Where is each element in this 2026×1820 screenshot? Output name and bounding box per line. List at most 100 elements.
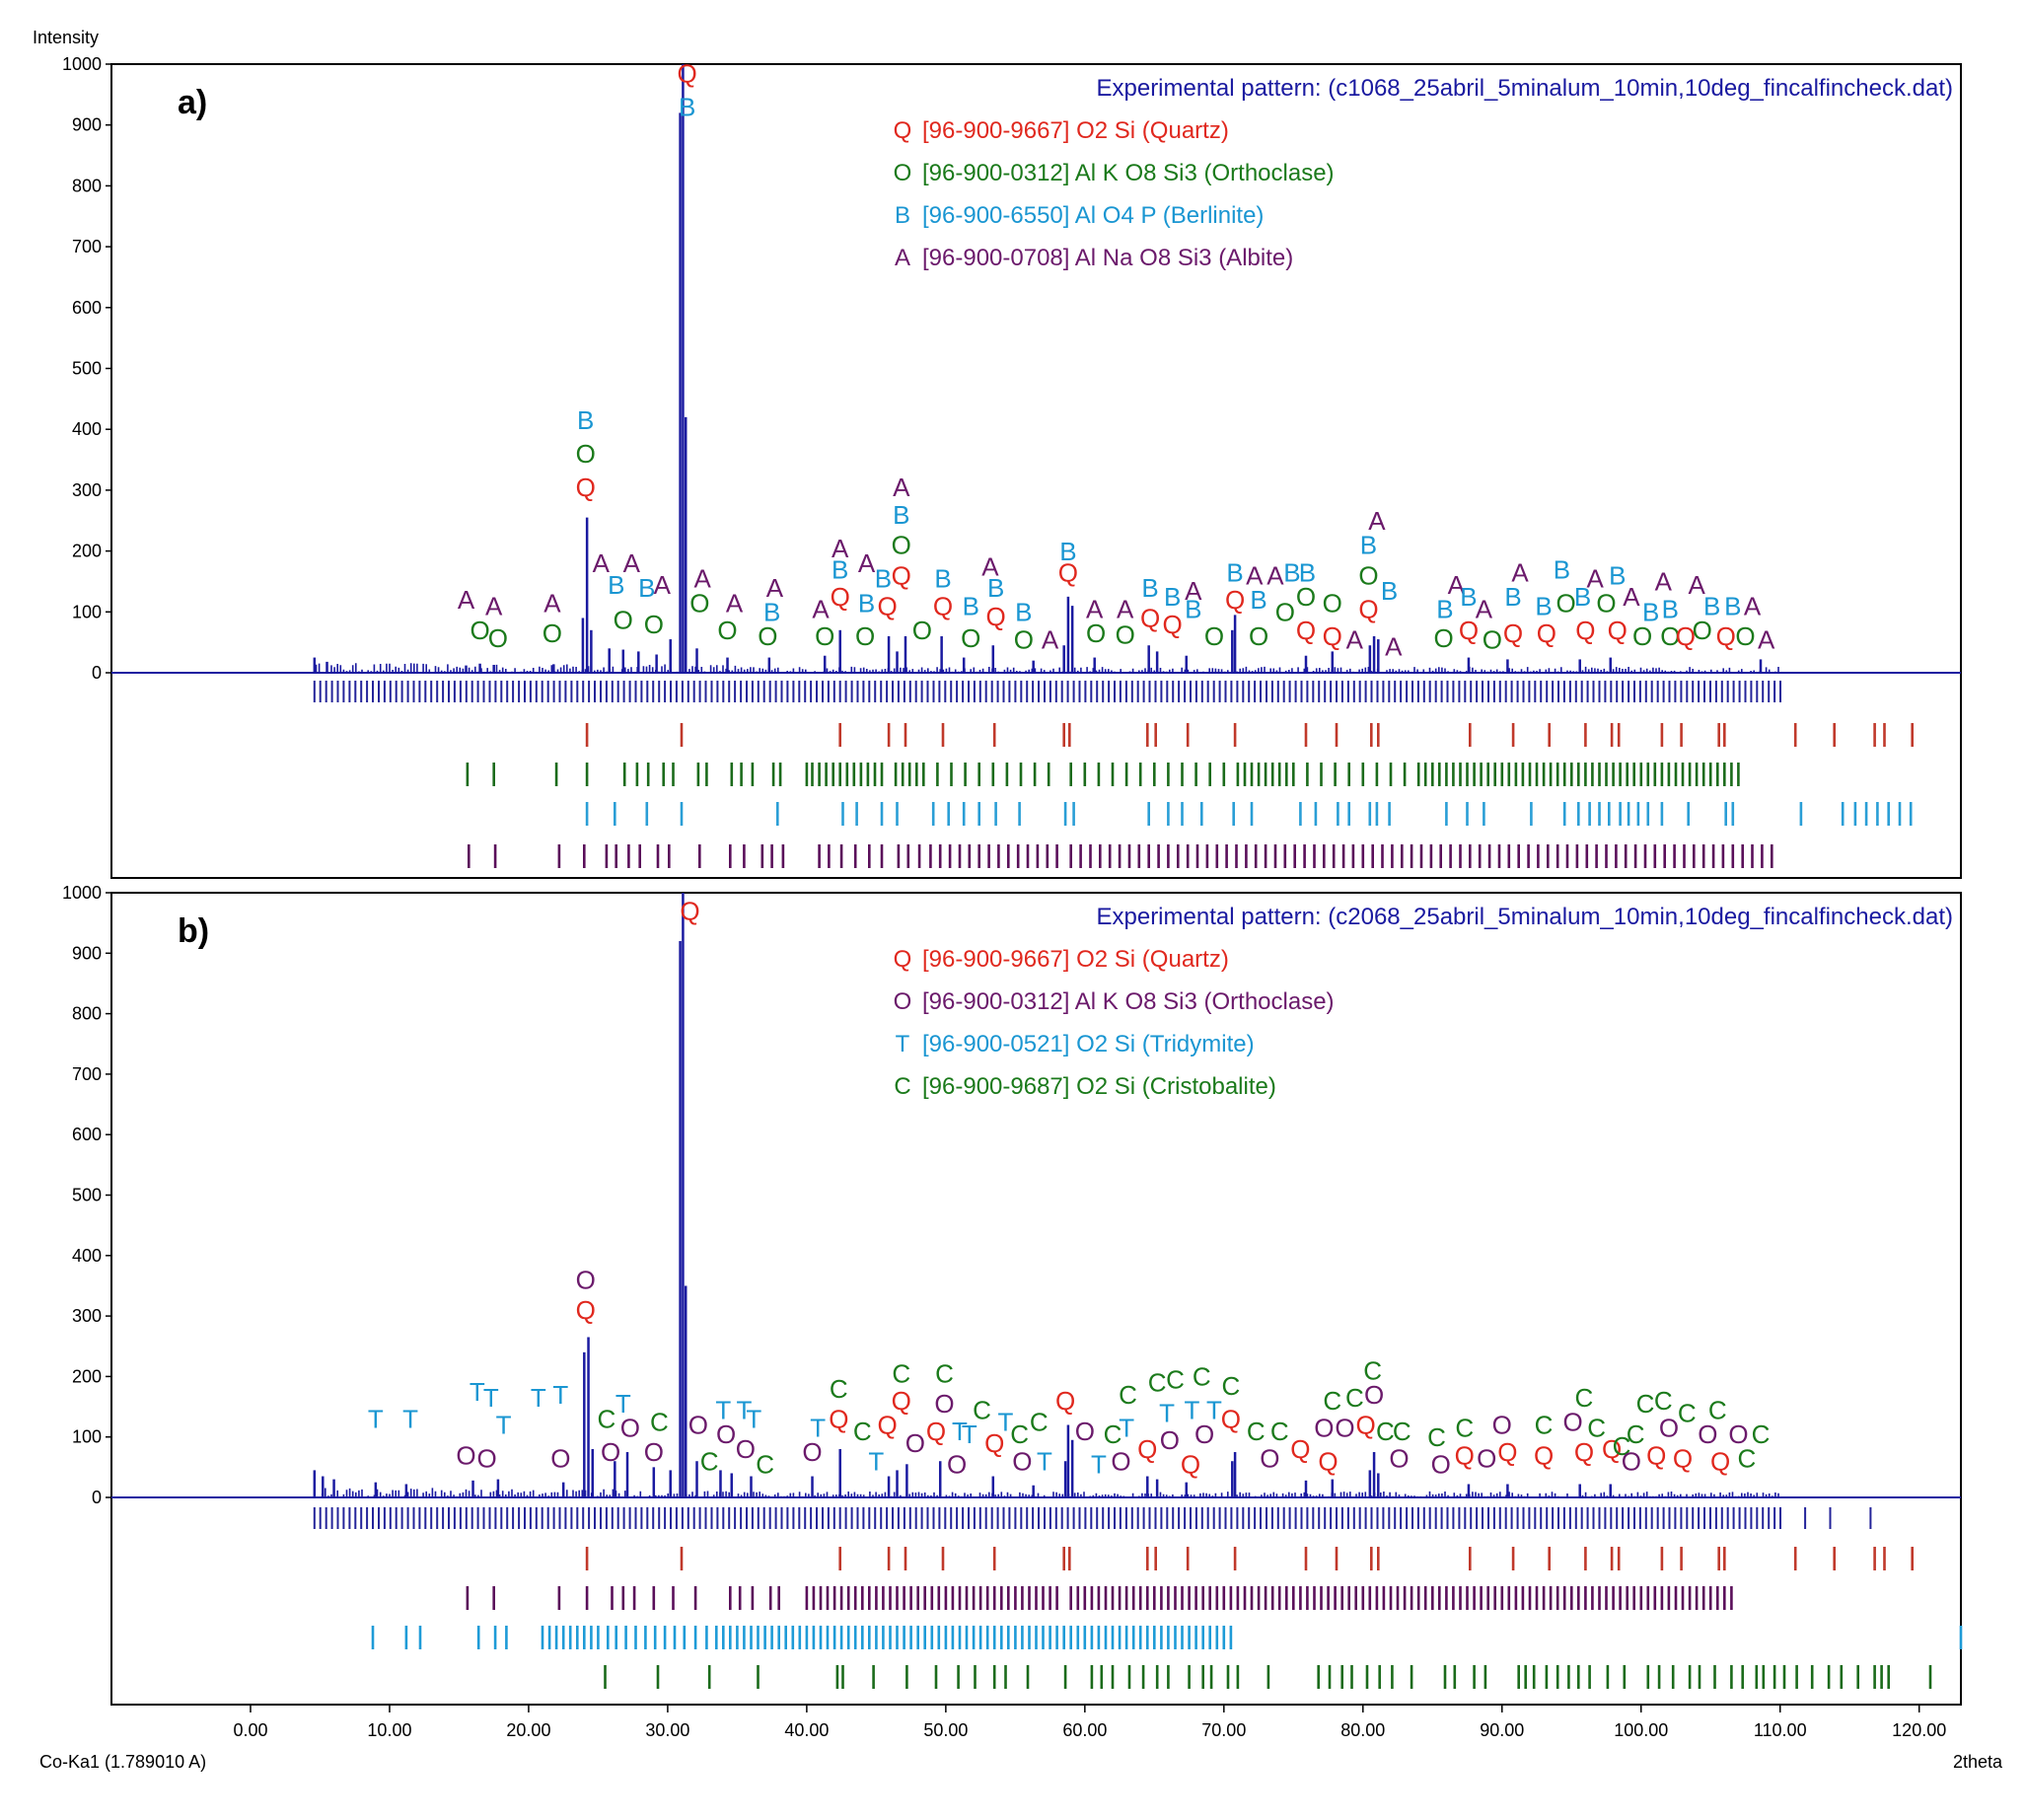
peak-label: O xyxy=(736,1434,756,1464)
reference-ticks-phase xyxy=(585,723,1914,747)
peak-label: C xyxy=(1678,1398,1697,1427)
peak-label: B xyxy=(963,591,979,620)
peak-label: A xyxy=(654,570,672,600)
reference-ticks-phase xyxy=(585,802,1913,826)
peak-label: A xyxy=(593,548,611,578)
peak-label: O xyxy=(961,623,980,653)
peak-label: T xyxy=(470,1377,485,1407)
peak-label: C xyxy=(1030,1408,1049,1437)
peak-label: A xyxy=(1346,624,1364,654)
y-tick-label: 0 xyxy=(92,663,102,683)
y-tick-label: 600 xyxy=(72,1125,102,1144)
peak-label: T xyxy=(1037,1446,1052,1476)
peak-label: O xyxy=(550,1443,570,1473)
peak-label: A xyxy=(1117,594,1134,623)
peak-label: A xyxy=(1688,570,1705,600)
peak-label: C xyxy=(1166,1365,1185,1395)
peak-label: B xyxy=(1141,573,1158,603)
peak-label: C xyxy=(1627,1420,1645,1449)
peak-label: C xyxy=(1427,1422,1446,1452)
peak-label: O xyxy=(1314,1414,1334,1443)
plot-frame xyxy=(110,892,1962,1706)
plot-frame xyxy=(110,63,1962,879)
peak-label: B xyxy=(1662,594,1679,623)
y-tick-label: 400 xyxy=(72,1246,102,1266)
peak-label: O xyxy=(488,623,508,653)
peak-label: O xyxy=(1492,1411,1512,1440)
peak-label: A xyxy=(543,588,561,618)
y-tick-label: 800 xyxy=(72,1004,102,1024)
y-tick-label: 400 xyxy=(72,419,102,439)
peak-label: A xyxy=(1476,594,1493,623)
peak-label: T xyxy=(1119,1414,1134,1443)
peak-label: Q xyxy=(1181,1449,1200,1479)
peak-label: O xyxy=(576,439,596,469)
peak-label: Q xyxy=(892,1386,911,1416)
x-tick-label: 10.00 xyxy=(367,1720,411,1740)
peak-label: A xyxy=(1623,582,1640,612)
peak-label: Q xyxy=(831,582,850,612)
peak-label: O xyxy=(470,616,489,645)
y-tick-label: 800 xyxy=(72,176,102,195)
peak-label: A xyxy=(812,594,830,623)
peak-label: Q xyxy=(1221,1405,1241,1434)
reference-ticks-phase xyxy=(468,844,1773,868)
peak-label: Q xyxy=(1137,1434,1157,1464)
peak-label: B xyxy=(608,570,624,600)
y-tick-label: 700 xyxy=(72,237,102,256)
peak-label: Q xyxy=(678,59,697,89)
peak-label: B xyxy=(875,564,892,594)
y-axis-title: Intensity xyxy=(33,28,99,47)
peak-label: O xyxy=(644,1437,664,1467)
peak-label: Q xyxy=(1318,1446,1338,1476)
peak-label: O xyxy=(1160,1425,1180,1455)
peak-label: B xyxy=(1724,591,1741,620)
peak-label: O xyxy=(1698,1420,1717,1449)
peak-label: O xyxy=(689,588,709,618)
peak-label: O xyxy=(1116,619,1135,649)
peak-label: C xyxy=(1654,1386,1673,1416)
x-tick-label: 70.00 xyxy=(1201,1720,1246,1740)
peak-label: Q xyxy=(985,602,1005,631)
peak-label: C xyxy=(1247,1417,1266,1446)
peak-label: T xyxy=(715,1395,731,1424)
peak-label: C xyxy=(1010,1420,1029,1449)
reference-ticks-experimental xyxy=(313,1507,1872,1529)
legend-phase-label: [96-900-9667] O2 Si (Quartz) xyxy=(922,117,1229,144)
peak-label: Q xyxy=(1163,610,1183,639)
peak-label: O xyxy=(1483,624,1502,654)
y-tick-label: 200 xyxy=(72,542,102,561)
peak-label: A xyxy=(1511,557,1529,587)
y-tick-label: 900 xyxy=(72,943,102,963)
peak-label: T xyxy=(1184,1395,1199,1424)
reference-ticks-phase xyxy=(604,1665,1932,1689)
peak-label: T xyxy=(998,1408,1014,1437)
peak-label: B xyxy=(1574,582,1591,612)
peak-label: A xyxy=(1266,561,1284,591)
peak-label: O xyxy=(644,610,664,639)
peak-label: Q xyxy=(1534,1440,1554,1470)
peak-label: T xyxy=(402,1405,418,1434)
peak-label: B xyxy=(1299,557,1316,587)
peak-label: O xyxy=(477,1443,497,1473)
legend-phase-label: [96-900-9667] O2 Si (Quartz) xyxy=(922,946,1229,973)
peak-label: B xyxy=(1554,554,1570,584)
y-tick-label: 500 xyxy=(72,359,102,379)
peak-label: Q xyxy=(878,591,898,620)
peak-label: B xyxy=(679,92,695,121)
x-tick-label: 40.00 xyxy=(784,1720,829,1740)
peak-label: O xyxy=(758,621,777,651)
peak-label: O xyxy=(543,619,562,648)
peak-label: O xyxy=(1622,1446,1641,1476)
peak-label: C xyxy=(1708,1395,1727,1424)
peak-label: A xyxy=(1368,506,1386,536)
legend-phase-label: [96-900-0521] O2 Si (Tridymite) xyxy=(922,1031,1255,1057)
peak-label: Q xyxy=(1716,621,1736,651)
peak-label: O xyxy=(1431,1449,1451,1479)
legend-symbol: C xyxy=(894,1073,910,1100)
peak-label: O xyxy=(716,1420,736,1449)
peak-label: B xyxy=(1360,531,1377,560)
peak-label: Q xyxy=(1537,619,1556,648)
peak-label: O xyxy=(1086,619,1106,648)
legend-symbol: B xyxy=(895,202,910,229)
